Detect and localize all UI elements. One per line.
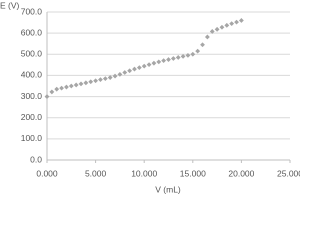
point — [224, 22, 230, 28]
y-tick-label: 0.0 — [30, 154, 42, 164]
point — [122, 70, 128, 75]
point — [141, 63, 147, 69]
point — [180, 54, 186, 59]
point — [88, 79, 94, 85]
point — [214, 26, 220, 32]
point — [83, 80, 89, 86]
x-tick-label: 25.000 — [277, 168, 300, 178]
point — [59, 85, 64, 91]
y-tick-label: 200.0 — [21, 112, 43, 122]
point — [156, 59, 162, 65]
point — [107, 75, 113, 80]
point — [127, 68, 133, 74]
point — [49, 89, 55, 95]
point — [170, 56, 176, 61]
point — [190, 51, 196, 57]
y-axis-label: E (V) — [0, 0, 20, 10]
point — [200, 42, 205, 48]
x-axis-label: V (mL) — [155, 184, 181, 194]
x-tick-label: 20.000 — [228, 168, 254, 178]
point — [93, 78, 98, 84]
point — [209, 29, 215, 34]
point — [195, 48, 201, 54]
point — [204, 34, 210, 40]
point — [132, 66, 137, 72]
point — [98, 77, 103, 83]
x-tick-label: 10.000 — [131, 168, 157, 178]
point — [175, 55, 181, 60]
point — [239, 18, 244, 23]
y-tick-label: 700.0 — [21, 6, 43, 16]
point — [78, 81, 84, 87]
y-tick-label: 300.0 — [21, 91, 43, 101]
y-tick-label: 100.0 — [21, 133, 43, 143]
point — [229, 21, 235, 27]
point — [219, 24, 225, 30]
point — [136, 65, 142, 71]
point — [234, 19, 239, 25]
y-tick-label: 600.0 — [21, 27, 43, 37]
point — [117, 71, 123, 77]
y-tick-label: 500.0 — [21, 49, 43, 59]
point — [185, 52, 191, 58]
x-tick-label: 15.000 — [180, 168, 206, 178]
point — [151, 60, 157, 66]
y-tick-label: 400.0 — [21, 70, 43, 80]
point — [112, 73, 118, 79]
x-tick-label: 5.000 — [85, 168, 107, 178]
point — [54, 86, 60, 92]
chart: E (V) V (mL) 0.0 100.0 200.0 300.0 400.0 500.… — [0, 0, 300, 194]
x-tick-label: 0.000 — [36, 168, 58, 178]
point — [64, 84, 69, 90]
point — [68, 83, 74, 89]
point — [166, 57, 171, 62]
point — [73, 82, 79, 88]
point — [161, 58, 167, 64]
point — [102, 76, 108, 81]
point — [146, 62, 152, 68]
point — [44, 94, 50, 99]
